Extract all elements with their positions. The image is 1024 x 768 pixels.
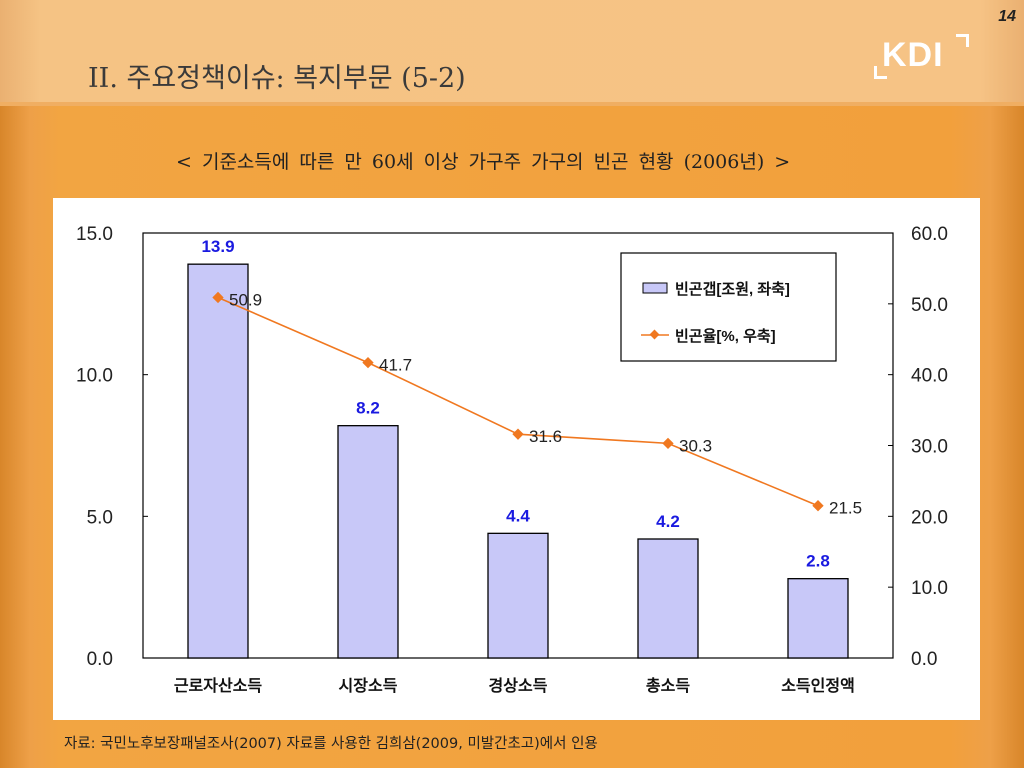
left-tick-label: 15.0	[76, 224, 113, 245]
bar	[637, 538, 699, 659]
line-marker	[662, 437, 674, 450]
line-marker	[812, 500, 824, 512]
bar	[337, 425, 399, 659]
right-tick-label: 20.0	[911, 507, 948, 528]
legend-bar-swatch	[642, 282, 668, 294]
right-tick-label: 10.0	[911, 578, 948, 599]
left-tick-label: 10.0	[76, 366, 113, 387]
left-tick-label: 5.0	[87, 507, 113, 528]
line-value-label: 50.9	[229, 290, 262, 309]
source-note: 자료: 국민노후보장패널조사(2007) 자료를 사용한 김희삼(2009, 미…	[64, 736, 598, 752]
legend-label-line: 빈곤율[%, 우축]	[675, 328, 776, 345]
logo-bracket-bottom-left	[874, 66, 887, 79]
bar-value-label: 13.9	[201, 237, 234, 256]
left-tick-label: 0.0	[87, 649, 113, 670]
line-value-label: 21.5	[829, 499, 862, 518]
category-label: 근로자산소득	[174, 677, 263, 695]
logo-text: KDI	[882, 36, 944, 74]
bar-value-label: 2.8	[806, 552, 830, 571]
line-value-label: 31.6	[529, 427, 562, 446]
line-marker	[512, 428, 524, 440]
chart-container: 0.0 5.0 10.0 15.0 0.0 10.0 20.0 30.0 40.0 50.0 60.…	[53, 198, 980, 720]
page-number: 14	[998, 8, 1016, 25]
line-value-label: 30.3	[679, 436, 712, 455]
category-label: 소득인정액	[781, 676, 855, 695]
bar	[787, 578, 849, 659]
right-tick-label: 60.0	[911, 224, 948, 245]
kdi-logo: KDI	[872, 34, 972, 80]
bar-value-label: 4.4	[506, 506, 530, 525]
chart-subtitle: < 기준소득에 따른 만 60세 이상 가구주 가구의 빈곤 현황 (2006년…	[176, 151, 791, 173]
logo-bracket-top-right	[956, 34, 969, 47]
right-tick-label: 40.0	[911, 366, 948, 387]
poverty-chart: 0.0 5.0 10.0 15.0 0.0 10.0 20.0 30.0 40.0 50.0 60.…	[76, 224, 948, 695]
line-marker	[362, 356, 374, 369]
legend-box	[620, 252, 837, 362]
slide-header	[0, 0, 1024, 102]
bar	[187, 263, 249, 659]
category-label: 총소득	[646, 677, 690, 695]
legend-label-bar: 빈곤갭[조원, 좌축]	[675, 280, 790, 298]
header-divider	[0, 102, 1024, 106]
bar-value-label: 4.2	[656, 512, 680, 531]
right-tick-label: 30.0	[911, 437, 948, 458]
slide-title: II. 주요정책이슈: 복지부문 (5-2)	[88, 63, 466, 94]
category-label: 경상소득	[489, 677, 548, 695]
right-tick-label: 0.0	[911, 649, 937, 670]
category-label: 시장소득	[339, 677, 398, 695]
right-tick-label: 50.0	[911, 295, 948, 316]
legend-line-marker	[649, 329, 660, 340]
bar	[487, 532, 549, 659]
line-value-label: 41.7	[379, 356, 412, 375]
bar-value-label: 8.2	[356, 399, 380, 418]
